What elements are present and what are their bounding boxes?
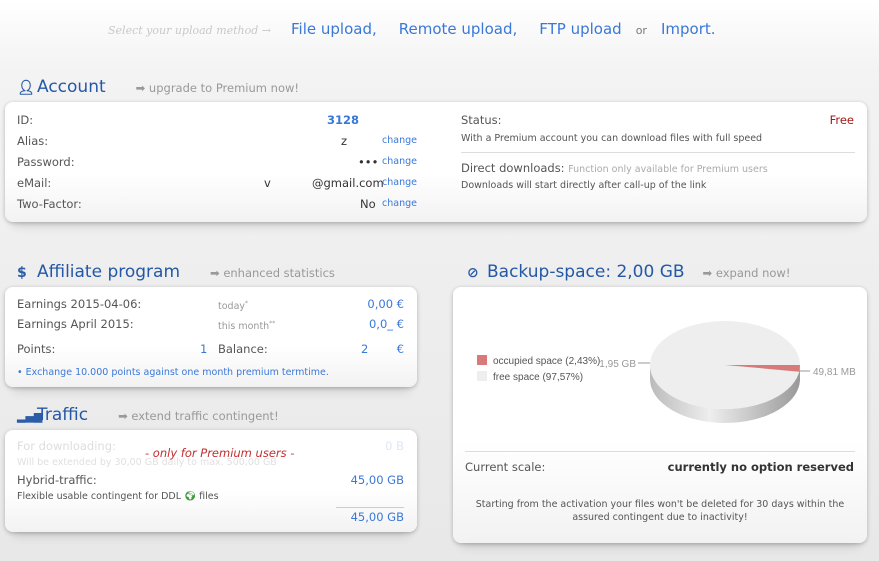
- two-factor-label: Two-Factor:: [17, 197, 82, 211]
- direct-downloads-hint: Function only available for Premium user…: [568, 164, 768, 175]
- status-label: Status:: [461, 113, 502, 127]
- earnings-month-value: 0,0_ €: [368, 317, 404, 331]
- affiliate-panel: Earnings 2015-04-06: today* 0,00 € Earni…: [5, 287, 417, 387]
- extend-note: Will be extended by 30,00 GB daily to ma…: [17, 457, 277, 468]
- account-title: Account: [37, 77, 106, 97]
- alias-value: z: [341, 134, 348, 148]
- flex-note: Flexible usable contingent for DDL: [17, 491, 181, 502]
- status-value: Free: [829, 113, 854, 127]
- alias-label: Alias:: [17, 134, 49, 148]
- backup-header: ⊘ Backup-space: 2,00 GB ➡ expand now!: [467, 262, 790, 282]
- direct-downloads-label: Direct downloads:: [461, 161, 565, 175]
- id-label: ID:: [17, 113, 34, 127]
- email-value: @gmail.com: [312, 176, 384, 190]
- hybrid-traffic-value: 45,00 GB: [350, 473, 404, 487]
- email-prefix: v: [264, 176, 271, 190]
- points-value: 1: [200, 342, 208, 356]
- two-factor-value: No: [360, 197, 376, 211]
- earnings-today-value: 0,00 €: [367, 297, 404, 311]
- affiliate-header: $ Affiliate program ➡ enhanced statistic…: [17, 262, 335, 282]
- backup-note: Starting from the activation your files …: [475, 499, 845, 523]
- change-email-link[interactable]: change: [382, 177, 417, 188]
- account-header: 👤︎ Account ➡ upgrade to Premium now!: [17, 77, 299, 97]
- dollar-icon: $: [17, 265, 27, 281]
- hybrid-traffic-label: Hybrid-traffic:: [17, 473, 97, 487]
- divider: [465, 451, 855, 452]
- earnings-today-label: Earnings 2015-04-06:: [17, 297, 142, 311]
- remote-upload-link[interactable]: Remote upload,: [398, 20, 518, 38]
- earnings-month-label: Earnings April 2015:: [17, 317, 134, 331]
- current-scale-value: currently no option reserved: [667, 460, 854, 474]
- exchange-text: Exchange 10.000 points against one month…: [25, 367, 329, 378]
- occupied-label: 49,81 MB: [813, 367, 856, 378]
- import-link[interactable]: Import.: [660, 20, 716, 38]
- expand-now-link[interactable]: ➡ expand now!: [702, 266, 791, 280]
- file-upload-link[interactable]: File upload,: [291, 20, 377, 38]
- affiliate-title: Affiliate program: [37, 262, 181, 282]
- enhanced-statistics-link[interactable]: ➡ enhanced statistics: [210, 266, 335, 280]
- status-note: With a Premium account you can download …: [461, 133, 763, 144]
- footnote-mark: *: [245, 300, 249, 307]
- legend-label: occupied space (2,43%): [493, 356, 600, 367]
- current-scale-label: Current scale:: [465, 460, 546, 474]
- password-value: •••: [358, 155, 379, 169]
- downloading-label: For downloading:: [17, 439, 116, 453]
- traffic-header: ▂▄▆ Traffic ➡ extend traffic contingent!: [17, 405, 279, 425]
- upload-hint: Select your upload method →: [108, 24, 272, 37]
- footnote-mark: **: [269, 320, 276, 327]
- id-value: 3128: [327, 113, 360, 127]
- account-panel: ID: 3128 Alias: z change Password: ••• c…: [5, 102, 867, 222]
- extend-traffic-link[interactable]: ➡ extend traffic contingent!: [118, 409, 279, 423]
- direct-downloads-note: Downloads will start directly after call…: [461, 180, 707, 191]
- traffic-panel: For downloading: 0 B - only for Premium …: [5, 430, 417, 532]
- downloading-value: 0 B: [385, 439, 404, 453]
- points-label: Points:: [17, 342, 56, 356]
- or-text: or: [635, 24, 647, 37]
- balance-currency: €: [396, 342, 404, 356]
- backup-panel: 49,81 MB 1,95 GB occupied space (2,43%) fre…: [453, 287, 867, 543]
- legend-swatch: [477, 371, 487, 381]
- divider: [461, 152, 855, 153]
- total-divider: [336, 507, 404, 508]
- upload-method-bar: Select your upload method → File upload,…: [108, 20, 738, 38]
- user-icon: 👤︎: [17, 80, 35, 96]
- today-label: today: [218, 301, 246, 313]
- traffic-total: 45,00 GB: [350, 510, 404, 524]
- password-label: Password:: [17, 155, 75, 169]
- backup-title: Backup-space: 2,00 GB: [487, 262, 685, 282]
- globe-icon: 🌍︎: [184, 491, 197, 502]
- flex-suffix: files: [199, 491, 219, 502]
- month-label: this month: [218, 321, 270, 333]
- free-label: 1,95 GB: [599, 359, 636, 370]
- pie-side: [650, 365, 800, 423]
- upgrade-link[interactable]: ➡ upgrade to Premium now!: [135, 81, 299, 95]
- legend-swatch: [477, 355, 487, 365]
- balance-value: 2: [361, 342, 369, 356]
- balance-label: Balance:: [218, 342, 268, 356]
- premium-only-notice: - only for Premium users -: [145, 446, 295, 460]
- legend-label: free space (97,57%): [493, 372, 583, 383]
- pie-slice-occupied: [725, 365, 800, 372]
- traffic-title: Traffic: [37, 405, 89, 425]
- check-circle-icon: ⊘: [467, 265, 479, 281]
- exchange-points-link[interactable]: • Exchange 10.000 points against one mon…: [17, 367, 329, 378]
- bar-chart-icon: ▂▄▆: [17, 410, 43, 423]
- change-password-link[interactable]: change: [382, 156, 417, 167]
- email-label: eMail:: [17, 176, 52, 190]
- change-alias-link[interactable]: change: [382, 135, 417, 146]
- ftp-upload-link[interactable]: FTP upload: [539, 20, 622, 38]
- change-two-factor-link[interactable]: change: [382, 198, 417, 209]
